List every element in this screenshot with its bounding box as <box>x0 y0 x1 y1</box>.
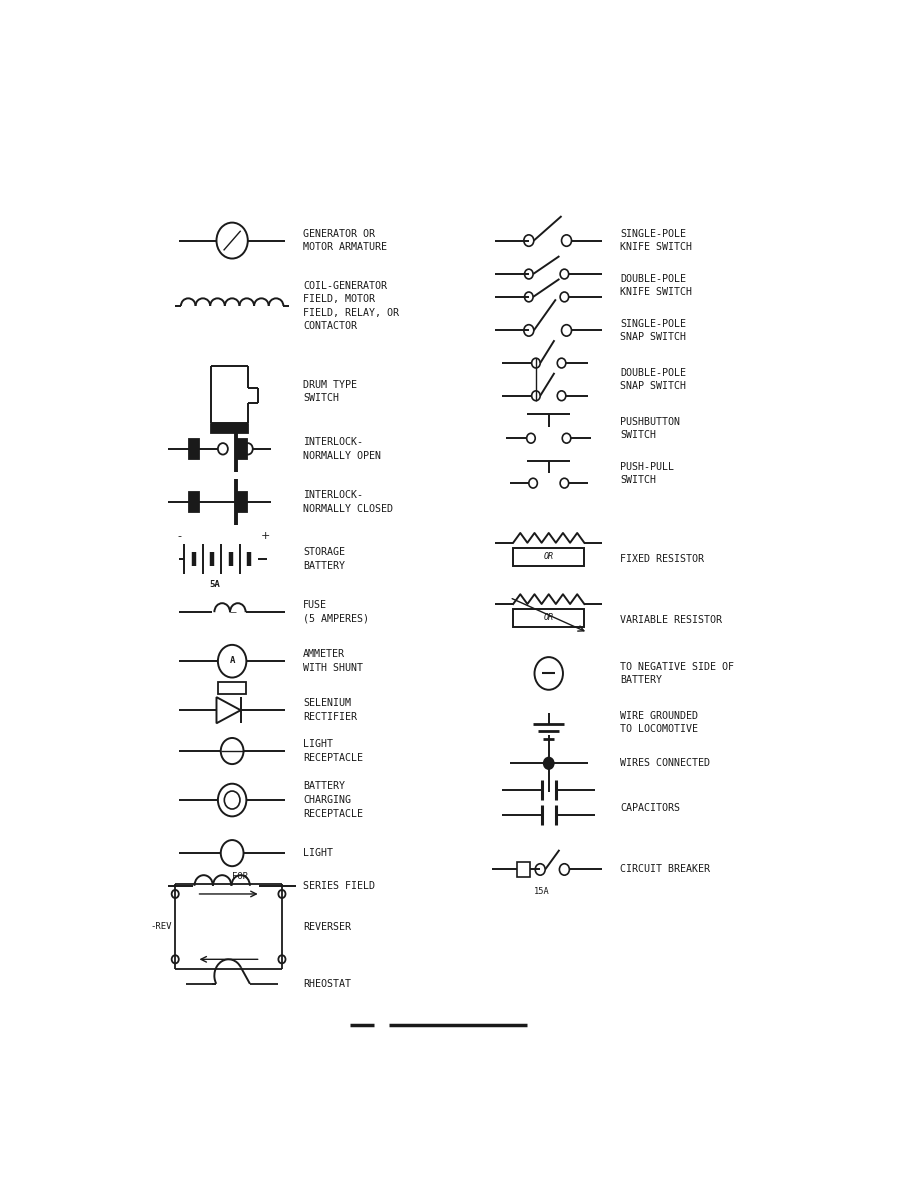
Text: SINGLE-POLE
KNIFE SWITCH: SINGLE-POLE KNIFE SWITCH <box>620 229 692 252</box>
Text: INTERLOCK-
NORMALLY OPEN: INTERLOCK- NORMALLY OPEN <box>303 437 381 461</box>
Bar <box>211 424 248 432</box>
Text: WIRE GROUNDED
TO LOCOMOTIVE: WIRE GROUNDED TO LOCOMOTIVE <box>620 710 698 734</box>
Bar <box>189 440 199 459</box>
Text: PUSH-PULL
SWITCH: PUSH-PULL SWITCH <box>620 462 674 485</box>
Text: LIGHT
RECEPTACLE: LIGHT RECEPTACLE <box>303 739 364 763</box>
Text: OR: OR <box>543 552 554 561</box>
Text: CIRCUIT BREAKER: CIRCUIT BREAKER <box>620 865 710 874</box>
Text: REVERSER: REVERSER <box>303 922 352 931</box>
Text: FOR: FOR <box>232 872 248 881</box>
Text: -: - <box>177 531 182 542</box>
Bar <box>237 492 247 512</box>
Text: DOUBLE-POLE
KNIFE SWITCH: DOUBLE-POLE KNIFE SWITCH <box>620 273 692 297</box>
Bar <box>513 609 585 627</box>
Text: FUSE
(5 AMPERES): FUSE (5 AMPERES) <box>303 600 369 624</box>
Text: CAPACITORS: CAPACITORS <box>620 803 680 814</box>
Bar <box>218 682 246 694</box>
Bar <box>237 440 247 459</box>
Text: PUSHBUTTON
SWITCH: PUSHBUTTON SWITCH <box>620 417 680 441</box>
Text: SERIES FIELD: SERIES FIELD <box>303 880 375 891</box>
Bar <box>517 862 530 877</box>
Text: TO NEGATIVE SIDE OF
BATTERY: TO NEGATIVE SIDE OF BATTERY <box>620 662 733 685</box>
Text: GENERATOR OR
MOTOR ARMATURE: GENERATOR OR MOTOR ARMATURE <box>303 229 387 252</box>
Text: -REV: -REV <box>151 922 172 931</box>
Text: INTERLOCK-
NORMALLY CLOSED: INTERLOCK- NORMALLY CLOSED <box>303 491 393 513</box>
Text: DRUM TYPE
SWITCH: DRUM TYPE SWITCH <box>303 380 357 404</box>
Bar <box>513 548 585 565</box>
Text: BATTERY
CHARGING
RECEPTACLE: BATTERY CHARGING RECEPTACLE <box>303 782 364 819</box>
Text: VARIABLE RESISTOR: VARIABLE RESISTOR <box>620 615 722 625</box>
Text: FIXED RESISTOR: FIXED RESISTOR <box>620 554 704 564</box>
Bar <box>189 492 199 512</box>
Text: 5A: 5A <box>209 580 219 589</box>
Text: +: + <box>261 531 270 542</box>
Text: DOUBLE-POLE
SNAP SWITCH: DOUBLE-POLE SNAP SWITCH <box>620 367 686 391</box>
Circle shape <box>543 758 554 769</box>
Text: RHEOSTAT: RHEOSTAT <box>303 979 352 988</box>
Text: COIL-GENERATOR
FIELD, MOTOR
FIELD, RELAY, OR
CONTACTOR: COIL-GENERATOR FIELD, MOTOR FIELD, RELAY… <box>303 280 399 331</box>
Text: STORAGE
BATTERY: STORAGE BATTERY <box>303 548 345 571</box>
Text: A: A <box>230 656 235 665</box>
Text: LIGHT: LIGHT <box>303 848 333 858</box>
Text: OR: OR <box>543 613 554 623</box>
Text: 15A: 15A <box>533 887 550 897</box>
Text: SELENIUM
RECTIFIER: SELENIUM RECTIFIER <box>303 699 357 722</box>
Text: SINGLE-POLE
SNAP SWITCH: SINGLE-POLE SNAP SWITCH <box>620 318 686 342</box>
Text: AMMETER
WITH SHUNT: AMMETER WITH SHUNT <box>303 650 364 672</box>
Text: WIRES CONNECTED: WIRES CONNECTED <box>620 758 710 769</box>
